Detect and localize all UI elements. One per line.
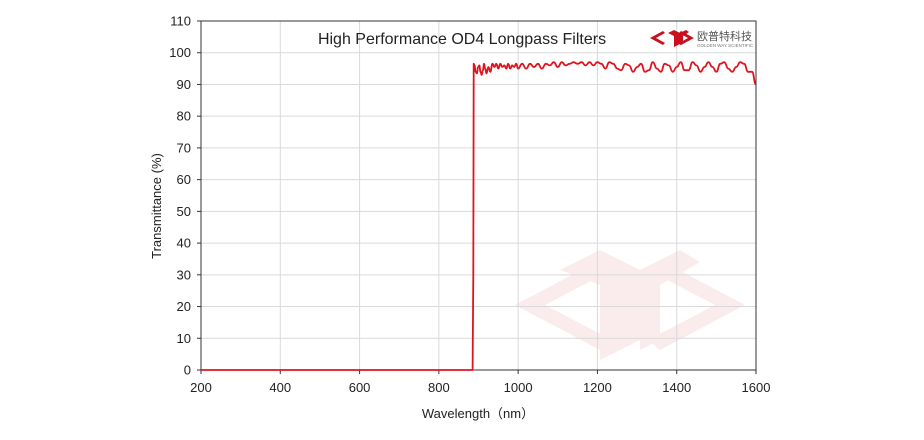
y-tick-label: 10 <box>177 331 191 346</box>
y-tick-label: 30 <box>177 267 191 282</box>
x-tick-label: 400 <box>269 380 291 395</box>
x-tick-label: 1400 <box>662 380 691 395</box>
x-tick-label: 1200 <box>583 380 612 395</box>
brand-logo: 欧普特科技 GOLDEN WAY SCIENTIFIC <box>650 29 754 48</box>
y-tick-label: 70 <box>177 140 191 155</box>
x-tick-label: 600 <box>349 380 371 395</box>
x-tick-label: 200 <box>190 380 212 395</box>
logo-mark-icon <box>650 30 694 47</box>
x-axis-title: Wavelength（nm） <box>422 406 534 421</box>
logo-cn-text: 欧普特科技 <box>697 29 752 43</box>
y-tick-label: 110 <box>170 14 191 29</box>
tick-labels: 200 400 600 800 1000 1200 1400 1600 0 10 20 30 40 50 6… <box>169 14 770 396</box>
y-tick-label: 80 <box>177 109 191 124</box>
series-line-0 <box>200 61 757 371</box>
y-tick-label: 40 <box>177 236 191 251</box>
chart-title: High Performance OD4 Longpass Filters <box>318 31 606 48</box>
plot-frame <box>200 20 757 371</box>
y-tick-label: 100 <box>169 45 191 60</box>
x-tick-label: 1000 <box>504 380 533 395</box>
y-tick-label: 90 <box>177 77 191 92</box>
y-tick-label: 20 <box>177 299 191 314</box>
y-tick-label: 0 <box>184 363 191 378</box>
x-tick-label: 1600 <box>742 380 771 395</box>
series-layer <box>200 61 757 371</box>
y-tick-label: 50 <box>177 204 191 219</box>
grid <box>200 20 757 371</box>
y-tick-label: 60 <box>177 172 191 187</box>
x-tick-label: 800 <box>428 380 450 395</box>
y-axis-title: Transmittance (%) <box>149 153 164 259</box>
logo-en-text: GOLDEN WAY SCIENTIFIC <box>697 43 754 48</box>
watermark-logo <box>515 250 745 360</box>
